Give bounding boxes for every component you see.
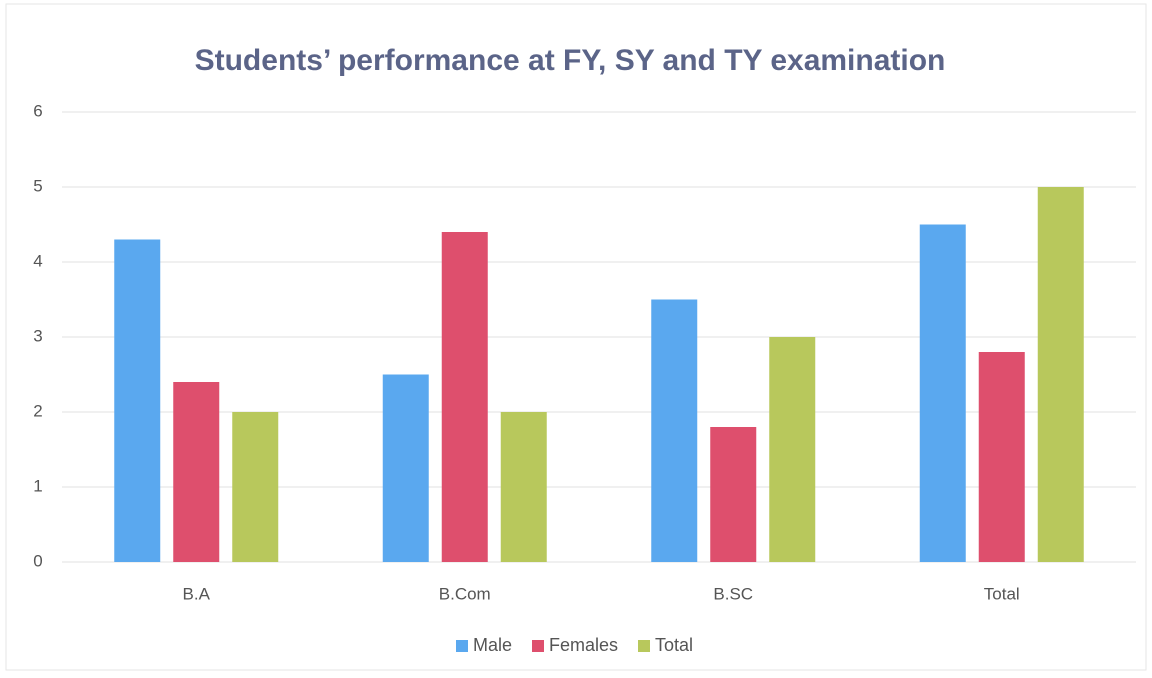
x-tick-label: Total [984,584,1020,603]
bar [173,382,220,562]
bar [382,374,429,562]
legend-swatch [532,640,544,652]
y-tick-label: 4 [33,251,42,270]
x-tick-label: B.A [183,584,211,603]
y-tick-label: 1 [33,476,42,495]
legend-swatch [456,640,468,652]
y-tick-label: 3 [33,326,42,345]
legend-swatch [638,640,650,652]
x-tick-label: B.Com [439,584,491,603]
bar [710,427,757,562]
bar [651,299,698,562]
y-tick-label: 2 [33,401,42,420]
bar [232,412,279,562]
legend-label: Male [473,635,512,655]
bar [500,412,547,562]
bar [441,232,488,562]
bar [978,352,1025,562]
bar [769,337,816,562]
bar [114,239,161,562]
bar [919,224,966,562]
y-tick-label: 0 [33,551,42,570]
y-tick-label: 5 [33,176,42,195]
chart-title: Students’ performance at FY, SY and TY e… [195,44,946,77]
bar [1037,187,1084,562]
legend-label: Females [549,635,618,655]
legend-label: Total [655,635,693,655]
y-tick-label: 6 [33,101,42,120]
x-tick-label: B.SC [713,584,753,603]
